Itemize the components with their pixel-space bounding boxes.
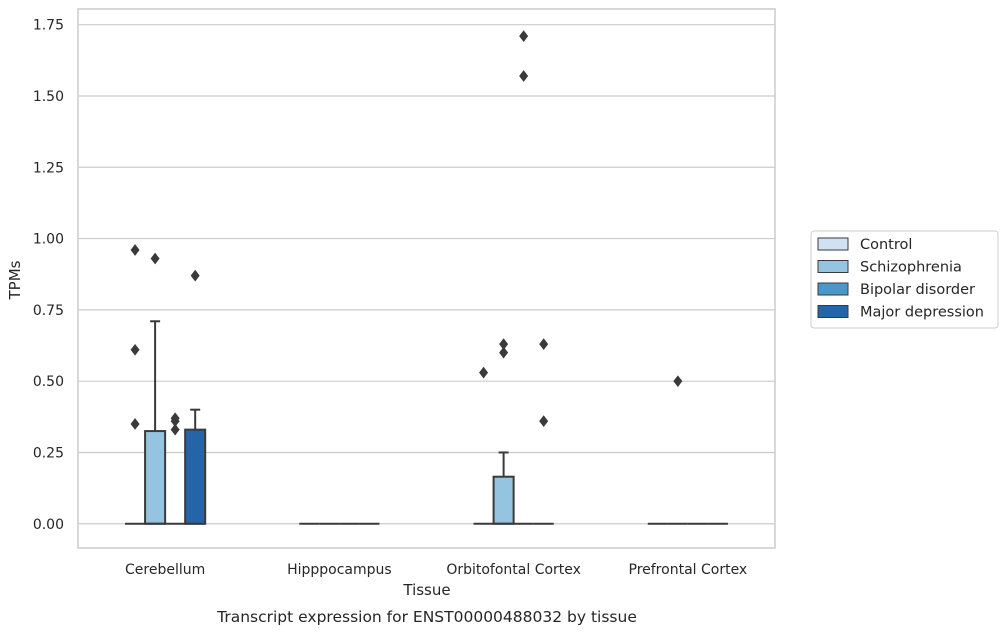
legend-swatch: [817, 237, 849, 251]
y-tick-labels: 0.00 0.25 0.50 0.75 1.00 1.25 1.50 1.75: [33, 18, 64, 533]
y-tick-label: 1.50: [33, 89, 64, 105]
outlier-point: [130, 418, 140, 430]
y-tick-label: 1.25: [33, 160, 64, 176]
outlier-point: [190, 269, 200, 282]
legend-frame: [810, 230, 999, 329]
legend: Control Schizophrenia Bipolar disorder Majo…: [810, 230, 999, 329]
x-tick-label: Orbitofontal Cortex: [446, 562, 581, 578]
outlier-point: [479, 366, 489, 379]
x-tick-labels: Cerebellum Hipppocampus Orbitofontal Corte…: [125, 562, 747, 578]
outlier-point: [499, 338, 509, 350]
y-tick-label: 0.25: [33, 445, 64, 461]
legend-swatch: [817, 282, 849, 296]
gridlines: [78, 24, 775, 525]
outlier-point: [539, 338, 549, 350]
y-axis-label: TPMs: [6, 260, 24, 300]
legend-label: Schizophrenia: [860, 260, 962, 276]
outlier-point: [519, 30, 529, 42]
outlier-point: [170, 415, 180, 427]
plot-frame: [77, 8, 776, 549]
x-tick-label: Cerebellum: [125, 562, 205, 578]
box-major-depression: [184, 428, 207, 525]
x-axis-label: Tissue: [402, 581, 450, 599]
y-tick-label: 0.50: [33, 374, 64, 390]
outlier-point: [150, 252, 160, 265]
outlier-point: [539, 415, 549, 427]
outlier-point: [170, 423, 180, 436]
outlier-points: [130, 30, 683, 436]
legend-label: Control: [860, 237, 912, 253]
y-tick-label: 0.00: [33, 517, 64, 533]
x-tick-label: Prefrontal Cortex: [629, 562, 748, 578]
y-tick-label: 0.75: [33, 303, 64, 319]
legend-label: Major depression: [860, 305, 984, 321]
outlier-point: [130, 343, 140, 356]
legend-swatch: [817, 305, 849, 318]
outlier-point: [673, 375, 683, 388]
outlier-point: [130, 244, 140, 256]
box-series: [125, 320, 728, 525]
legend-swatch: [817, 260, 849, 273]
chart-caption: Transcript expression for ENST0000048803…: [216, 608, 637, 626]
box-schizophrenia: [492, 475, 515, 525]
outlier-point: [519, 70, 529, 82]
legend-label: Bipolar disorder: [860, 282, 975, 298]
outlier-point: [499, 346, 509, 359]
y-tick-label: 1.75: [33, 18, 64, 34]
y-tick-label: 1.00: [33, 232, 64, 248]
x-tick-label: Hipppocampus: [287, 562, 392, 578]
box-schizophrenia: [144, 430, 167, 525]
